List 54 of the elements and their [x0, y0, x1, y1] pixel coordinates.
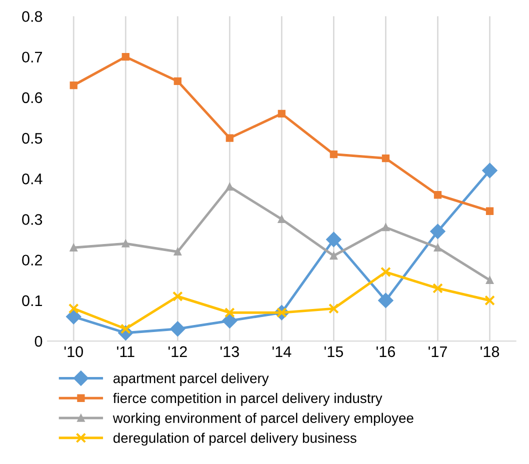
point — [278, 215, 286, 224]
legend-label: apartment parcel delivery — [113, 373, 269, 386]
point — [486, 276, 494, 284]
point — [382, 224, 390, 232]
point — [122, 53, 130, 61]
point — [172, 291, 183, 302]
point — [378, 292, 394, 308]
point — [174, 248, 182, 256]
y-tick-label: 0.6 — [22, 92, 42, 104]
point — [330, 252, 338, 260]
y-tick-label: 0.4 — [22, 174, 42, 184]
y-tick-label: 0.2 — [22, 254, 42, 266]
x-tick-label: '14 — [272, 346, 292, 357]
x-tick-label: '13 — [220, 346, 239, 358]
x-tick-label: '10 — [64, 346, 83, 358]
point — [434, 244, 442, 252]
point — [226, 134, 234, 142]
x-tick-label: '11 — [117, 346, 134, 357]
x-tick-label: '15 — [324, 346, 344, 358]
point — [482, 162, 498, 178]
point — [70, 244, 78, 252]
x-tick-label: '16 — [376, 346, 396, 358]
x-tick-label: '18 — [480, 346, 500, 358]
point — [328, 303, 339, 314]
point — [122, 240, 130, 248]
y-tick-label: 0.5 — [22, 132, 42, 144]
point — [486, 207, 494, 215]
legend-label: deregulation of parcel delivery business — [113, 432, 356, 446]
y-tick-label: 0.7 — [22, 52, 42, 63]
point — [226, 182, 234, 191]
point — [66, 309, 82, 324]
point — [430, 224, 446, 239]
point — [330, 150, 338, 158]
legend-label: fierce competition in parcel delivery industry — [113, 392, 382, 406]
y-tick-label: 0.3 — [22, 214, 42, 225]
point — [68, 303, 79, 314]
point — [432, 283, 443, 294]
x-tick-label: '17 — [428, 346, 447, 357]
point — [70, 81, 78, 90]
point — [382, 154, 390, 162]
point — [380, 266, 391, 278]
point — [484, 295, 495, 306]
x-tick-label: '12 — [168, 346, 187, 357]
y-tick-label: 0 — [34, 336, 42, 347]
y-tick-label: 0.1 — [22, 295, 42, 306]
point — [174, 77, 182, 86]
point — [222, 313, 238, 328]
point — [224, 307, 235, 318]
point — [434, 191, 442, 199]
point — [278, 110, 286, 118]
point — [326, 232, 342, 248]
legend-label: working environment of parcel delivery employee — [112, 412, 414, 426]
point — [170, 321, 186, 336]
y-tick-label: 0.8 — [22, 11, 42, 22]
